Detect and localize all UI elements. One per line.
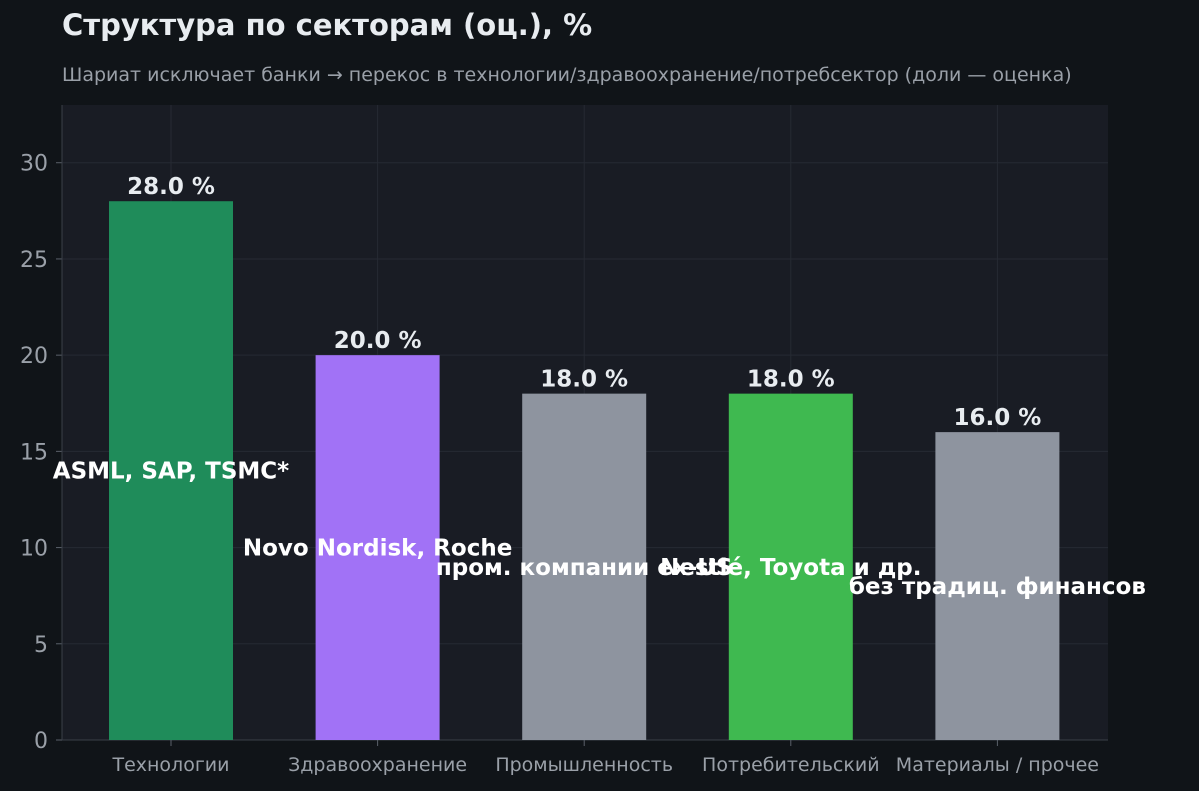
- x-tick-label: Потребительский: [702, 754, 880, 776]
- bar-annotation: Novo Nordisk, Roche: [243, 536, 512, 562]
- y-tick-label: 25: [20, 248, 48, 273]
- y-tick-label: 5: [34, 633, 48, 658]
- bar-value-label: 18.0 %: [540, 367, 628, 393]
- bar: [522, 393, 647, 740]
- bar-annotation: без традиц. финансов: [849, 574, 1146, 600]
- y-tick-label: 15: [20, 440, 48, 465]
- bar-value-label: 18.0 %: [747, 367, 835, 393]
- bar-annotation: ASML, SAP, TSMC*: [53, 459, 289, 485]
- y-tick-label: 30: [20, 152, 48, 177]
- chart-title: Структура по секторам (оц.), %: [62, 8, 593, 42]
- chart-subtitle: Шариат исключает банки → перекос в техно…: [62, 64, 1072, 86]
- x-tick-label: Промышленность: [495, 754, 673, 776]
- bar-annotation: пром. компании ex-US: [436, 555, 733, 581]
- x-tick-label: Здравоохранение: [288, 754, 467, 776]
- bar: [935, 432, 1060, 740]
- y-tick-label: 0: [34, 729, 48, 754]
- x-tick-label: Технологии: [111, 754, 229, 776]
- bar-value-label: 20.0 %: [334, 328, 422, 354]
- bar-annotation: Nestlé, Toyota и др.: [660, 555, 921, 581]
- bar-value-label: 16.0 %: [953, 405, 1041, 431]
- bar: [109, 201, 233, 740]
- bar-value-label: 28.0 %: [127, 174, 215, 200]
- bar: [315, 355, 440, 740]
- y-tick-label: 10: [20, 537, 48, 562]
- bar: [728, 393, 853, 740]
- y-tick-label: 20: [20, 344, 48, 369]
- x-tick-label: Материалы / прочее: [896, 754, 1099, 776]
